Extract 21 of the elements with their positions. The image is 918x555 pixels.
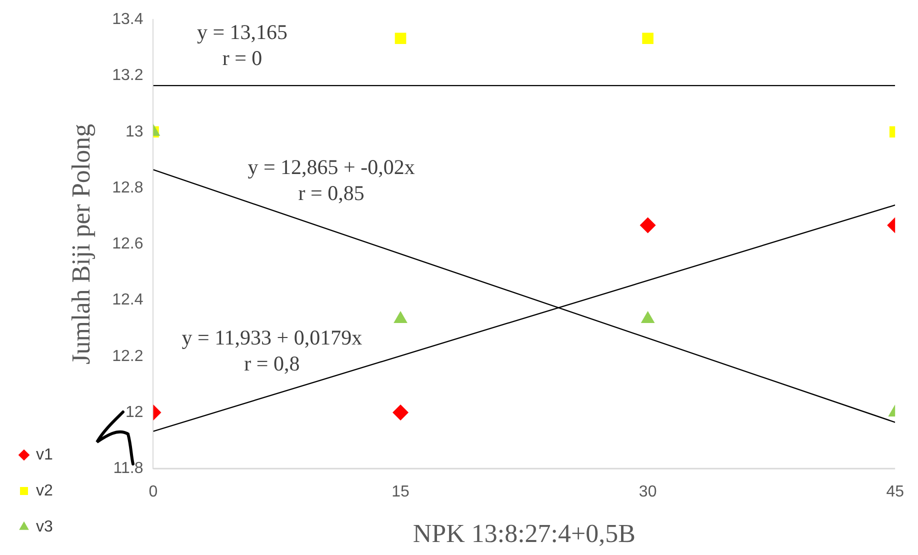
y-tick-label: 13.4 <box>112 11 144 28</box>
x-tick-label: 30 <box>638 484 657 501</box>
y-tick-label: 11.8 <box>113 460 144 478</box>
legend-label: v3 <box>36 518 53 536</box>
x-tick-label: 45 <box>886 484 904 501</box>
y-tick-label: 13.2 <box>112 67 144 84</box>
y-tick-label: 12 <box>125 404 144 421</box>
legend-label: v1 <box>36 446 53 464</box>
y-tick-label: 12.8 <box>112 179 144 196</box>
y-tick-label: 12.6 <box>112 236 144 253</box>
x-axis-title: NPK 13:8:27:4+0,5B <box>412 519 636 548</box>
y-axis-title: Jumlah Biji per Polong <box>66 124 96 364</box>
y-tick-label: 12.2 <box>112 348 144 365</box>
annotation: y = 13,165 r = 0 <box>196 20 288 70</box>
legend-label: v2 <box>36 482 53 500</box>
y-tick-label: 13 <box>125 123 144 140</box>
y-tick-label: 12.4 <box>112 292 144 309</box>
x-tick-label: 15 <box>392 484 410 501</box>
x-tick-label: 0 <box>148 484 158 501</box>
annotation: y = 11,933 + 0,0179x r = 0,8 <box>182 325 363 376</box>
annotation: y = 12,865 + -0,02x r = 0,85 <box>248 154 416 205</box>
